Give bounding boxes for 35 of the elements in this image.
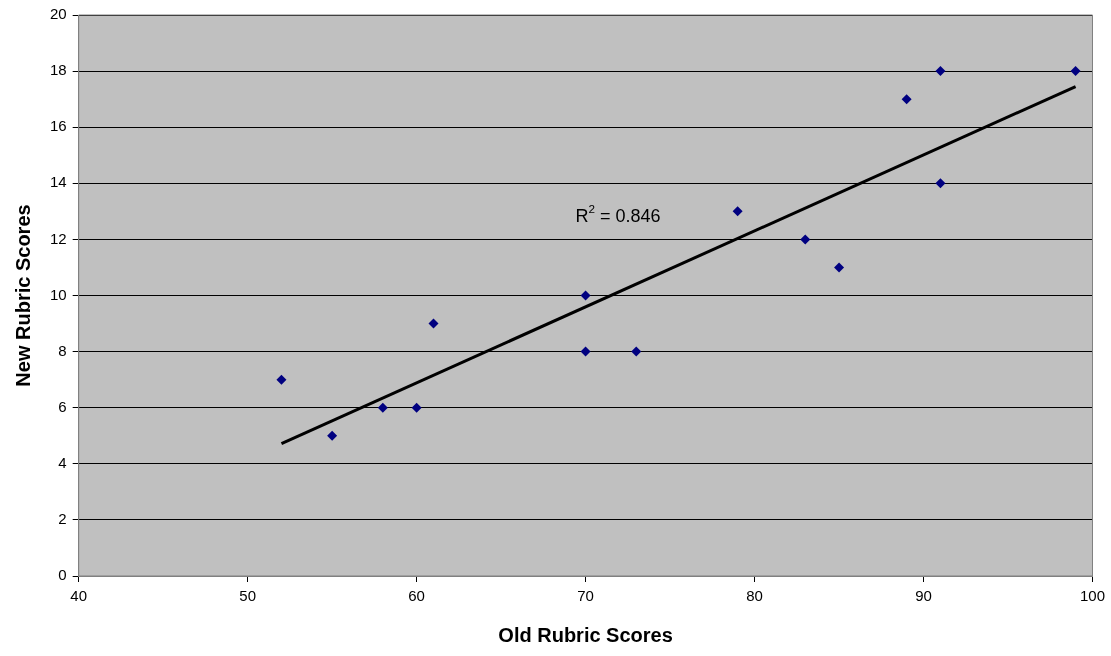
y-tick-label: 16: [50, 117, 67, 135]
x-tick-label: 50: [239, 587, 256, 605]
y-tick-label: 14: [50, 173, 67, 191]
y-tick-label: 4: [58, 453, 67, 471]
point: [935, 66, 946, 77]
point: [327, 430, 338, 441]
y-tick-label: 18: [50, 61, 67, 79]
point: [580, 346, 591, 357]
point: [935, 178, 946, 189]
y-tick-label: 0: [58, 566, 67, 584]
point: [377, 402, 388, 413]
point: [732, 206, 743, 217]
point: [834, 262, 845, 273]
point: [800, 234, 811, 245]
y-tick-label: 2: [58, 510, 67, 528]
y-tick-label: 10: [50, 285, 67, 303]
point: [1070, 66, 1081, 77]
y-axis-title: New Rubric Scores: [11, 204, 34, 387]
y-tick-label: 20: [50, 5, 67, 23]
x-tick-label: 40: [70, 587, 88, 605]
x-tick-label: 60: [408, 587, 425, 605]
x-tick-label: 80: [746, 587, 763, 605]
x-axis-title: Old Rubric Scores: [498, 623, 673, 646]
point: [276, 374, 287, 385]
point: [428, 318, 439, 329]
x-tick-label: 100: [1079, 587, 1105, 605]
y-tick-label: 12: [50, 229, 67, 247]
point: [580, 290, 591, 301]
x-tick-label: 70: [577, 587, 594, 605]
y-tick-label: 6: [58, 397, 67, 415]
x-tick-label: 90: [915, 587, 932, 605]
point: [901, 94, 912, 105]
point: [411, 402, 422, 413]
point: [631, 346, 642, 357]
y-tick-label: 8: [58, 341, 67, 359]
